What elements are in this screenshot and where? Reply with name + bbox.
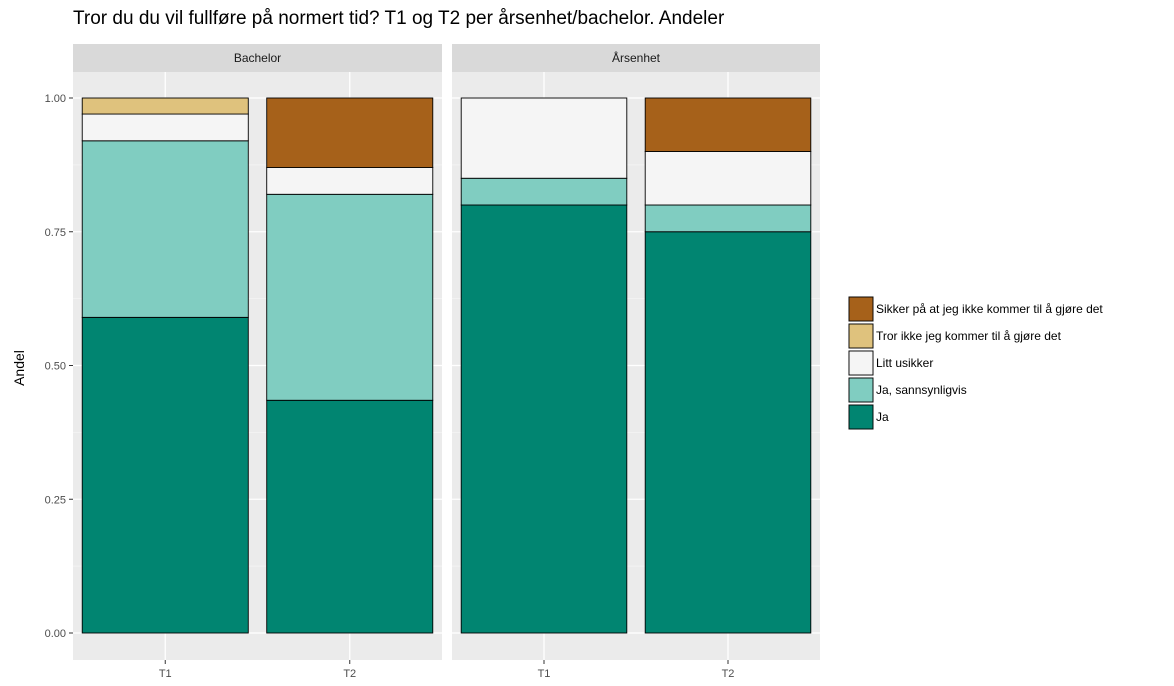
legend-key — [848, 350, 874, 376]
y-tick-label: 0.00 — [45, 628, 66, 640]
legend-label: Ja — [876, 410, 889, 424]
bar-segment-ja-t1 — [460, 204, 628, 634]
bar-segment-ja-sannsynligvis-t1 — [81, 140, 249, 318]
bar-segment-sikker-pa-at-jeg-ikke-kommer-til-a-gj-re-det-t2 — [266, 97, 434, 169]
bar-segment-ja-t2 — [266, 399, 434, 634]
bar-segment-sikker-pa-at-jeg-ikke-kommer-til-a-gj-re-det-t2 — [644, 97, 812, 152]
bar-segment-ja-sannsynligvis-t2 — [644, 204, 812, 233]
bar-segment-tror-ikke-jeg-kommer-til-a-gj-re-det-t1 — [81, 97, 249, 115]
facet-strip-label: Bachelor — [234, 51, 281, 65]
y-tick-label: 0.75 — [45, 227, 66, 239]
legend-key — [848, 296, 874, 322]
legend-label: Litt usikker — [876, 356, 933, 370]
legend-key — [848, 323, 874, 349]
y-axis: 0.00 0.25 0.50 0.75 1.00 — [45, 93, 73, 640]
y-tick-label: 0.50 — [45, 361, 66, 373]
facet-panels: Bachelor T1 T2 Årsenhet T1 T2 — [73, 44, 820, 680]
bar-segment-ja-sannsynligvis-t1 — [460, 177, 628, 206]
panel-arsenhet: Årsenhet T1 T2 — [452, 44, 820, 680]
bar-segment-ja-sannsynligvis-t2 — [266, 193, 434, 401]
legend-key — [848, 377, 874, 403]
bar-segment-litt-usikker-t2 — [644, 151, 812, 206]
legend-item-litt-usikker: Litt usikker — [848, 350, 933, 376]
bar-segment-litt-usikker-t1 — [81, 113, 249, 142]
y-tick-label: 0.25 — [45, 494, 66, 506]
legend-label: Sikker på at jeg ikke kommer til å gjøre… — [876, 302, 1103, 316]
y-tick-label: 1.00 — [45, 93, 66, 105]
x-tick-label: T1 — [159, 668, 172, 680]
chart-title: Tror du du vil fullføre på normert tid? … — [73, 8, 725, 29]
legend-item-ja: Ja — [848, 404, 889, 430]
x-tick-label: T1 — [538, 668, 551, 680]
legend-label: Tror ikke jeg kommer til å gjøre det — [876, 329, 1062, 343]
legend-label: Ja, sannsynligvis — [876, 383, 967, 397]
legend-key — [848, 404, 874, 430]
legend: Sikker på at jeg ikke kommer til å gjøre… — [848, 296, 1103, 430]
x-tick-label: T2 — [343, 668, 356, 680]
y-axis-title: Andel — [11, 350, 27, 386]
bar-segment-litt-usikker-t1 — [460, 97, 628, 179]
legend-item-ja-sannsynligvis: Ja, sannsynligvis — [848, 377, 967, 403]
bar-segment-litt-usikker-t2 — [266, 167, 434, 195]
facet-strip — [73, 44, 442, 72]
x-tick-label: T2 — [722, 668, 735, 680]
legend-item-sikker-pa-at-jeg-ikke-kommer-til-a-gj-re-det: Sikker på at jeg ikke kommer til å gjøre… — [848, 296, 1103, 322]
legend-item-tror-ikke-jeg-kommer-til-a-gj-re-det: Tror ikke jeg kommer til å gjøre det — [848, 323, 1062, 349]
bar-segment-ja-t2 — [644, 231, 812, 634]
panel-bachelor: Bachelor T1 T2 — [73, 44, 442, 680]
bar-segment-ja-t1 — [81, 316, 249, 634]
facet-strip-label: Årsenhet — [612, 50, 661, 65]
facet-strip — [452, 44, 820, 72]
